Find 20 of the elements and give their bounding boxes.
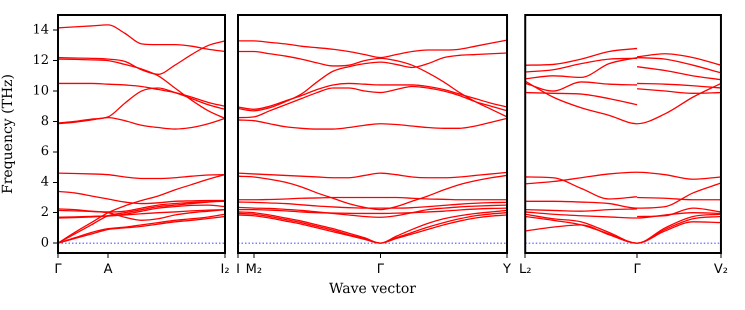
x-tick-label: A (104, 262, 113, 278)
y-axis-title: Frequency (THz) (0, 74, 16, 194)
y-tick-label: 4 (40, 174, 49, 190)
x-tick-label: I₂ (220, 262, 230, 278)
y-tick-label: 14 (32, 22, 49, 38)
x-tick-label: Γ (54, 262, 62, 278)
x-tick-label: Γ (633, 262, 642, 278)
x-axis-title: Wave vector (329, 281, 416, 298)
y-tick-label: 8 (40, 114, 49, 129)
y-tick-label: 10 (32, 83, 49, 98)
y-tick-label: 0 (40, 235, 49, 250)
y-tick-label: 6 (40, 144, 49, 160)
x-tick-label: Y (502, 262, 512, 278)
x-tick-label: Γ (376, 262, 385, 278)
x-tick-label: I (236, 262, 240, 278)
x-tick-label: V₂ (714, 262, 728, 278)
x-tick-label: L₂ (518, 262, 532, 278)
x-tick-label: M₂ (246, 262, 262, 278)
y-tick-label: 12 (32, 53, 49, 68)
y-tick-label: 2 (40, 205, 49, 220)
